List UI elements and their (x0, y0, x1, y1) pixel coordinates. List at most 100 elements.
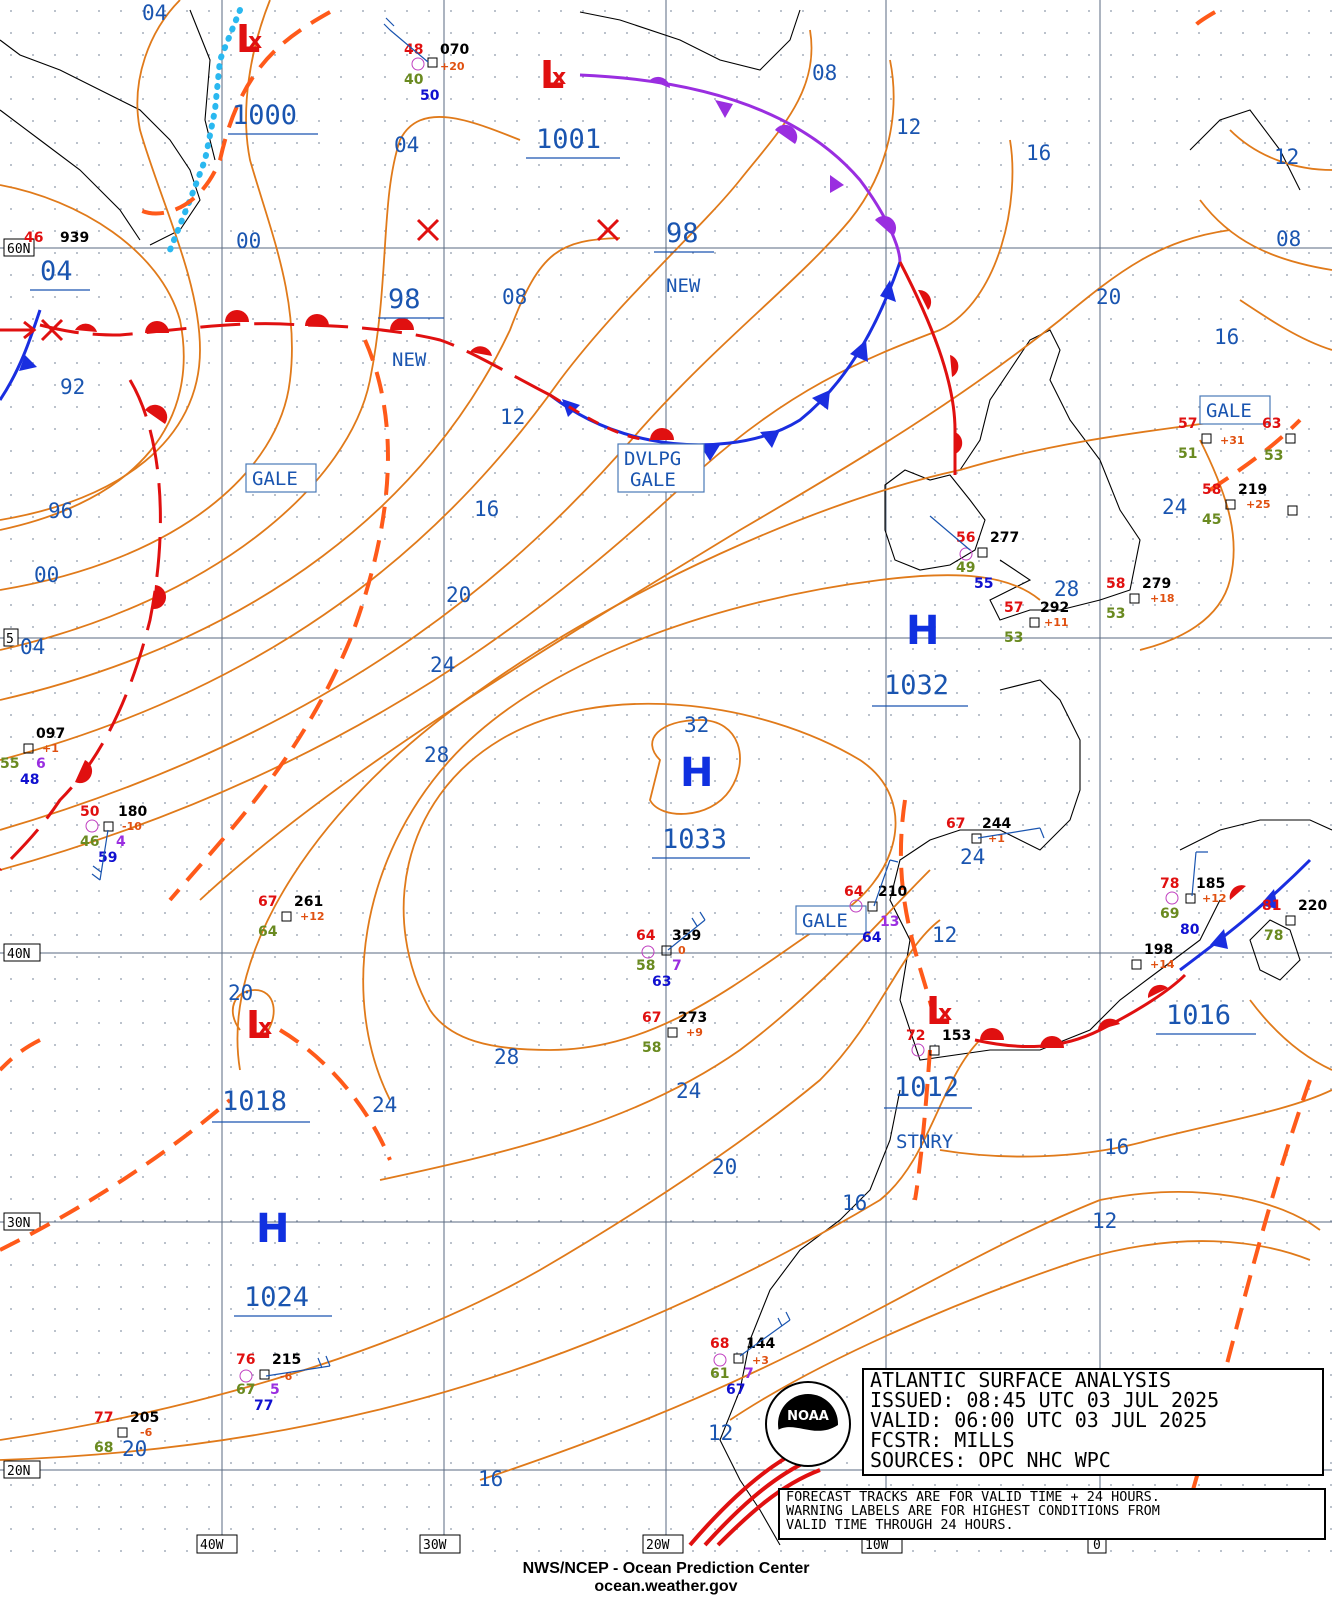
svg-text:7: 7 (744, 1366, 754, 1382)
svg-text:53: 53 (1004, 630, 1023, 646)
svg-text:-6: -6 (140, 1426, 153, 1439)
svg-text:1001: 1001 (536, 124, 601, 155)
svg-text:30N: 30N (7, 1216, 30, 1231)
station-plot: 67 244 +1 (946, 816, 1045, 845)
svg-text:53: 53 (1264, 448, 1283, 464)
svg-text:55: 55 (0, 756, 19, 772)
forecaster: FCSTR: MILLS (870, 1428, 1015, 1452)
svg-text:80: 80 (1180, 922, 1200, 938)
station-plots: 48 070 40 50 +20 46 939 097 55 6 48 +1 5… (0, 17, 1327, 1456)
svg-text:24: 24 (372, 1093, 397, 1117)
svg-text:+18: +18 (1150, 592, 1175, 605)
station-plot: 76 215 67 5 77 -6 (236, 1352, 331, 1414)
svg-text:04: 04 (40, 256, 73, 287)
svg-text:63: 63 (652, 974, 671, 990)
station-plot: 57 51 +31 (1178, 416, 1245, 462)
svg-text:45: 45 (1202, 512, 1221, 528)
station-plot: 77 205 68 -6 (94, 1410, 159, 1456)
pressure-centers: L x 1000 L x 1001 L x 1018 L x 1012 H 10… (30, 17, 1256, 1317)
svg-text:56: 56 (956, 530, 975, 546)
svg-text:+12: +12 (1202, 892, 1227, 905)
isobars (0, 0, 1332, 1481)
svg-text:x: x (258, 1015, 272, 1040)
svg-text:0: 0 (678, 944, 686, 957)
svg-text:12: 12 (708, 1421, 733, 1445)
credit-agency: NWS/NCEP - Ocean Prediction Center (522, 1560, 810, 1577)
svg-text:58: 58 (636, 958, 655, 974)
svg-text:244: 244 (982, 816, 1011, 832)
station-plot: 81 220 78 (1262, 898, 1327, 944)
svg-text:+1: +1 (42, 742, 59, 755)
svg-text:GALE: GALE (1206, 400, 1252, 422)
svg-text:40W: 40W (200, 1538, 224, 1553)
svg-text:50: 50 (420, 88, 440, 104)
svg-text:76: 76 (236, 1352, 255, 1368)
svg-text:+9: +9 (686, 1026, 703, 1039)
svg-text:144: 144 (746, 1336, 775, 1352)
svg-text:+11: +11 (1044, 616, 1069, 629)
ice-edge (167, 7, 243, 253)
warm-fronts (0, 261, 1246, 1049)
svg-text:GALE: GALE (802, 910, 848, 932)
station-plot: 58 219 45 +25 (1202, 482, 1271, 528)
svg-text:50: 50 (80, 804, 100, 820)
station-plot: 78 185 69 80 +12 (1160, 851, 1227, 938)
svg-text:20: 20 (446, 583, 471, 607)
svg-text:+31: +31 (1220, 434, 1245, 447)
svg-text:7: 7 (672, 958, 682, 974)
svg-text:5: 5 (6, 632, 14, 647)
svg-text:x: x (248, 29, 262, 54)
svg-text:16: 16 (842, 1191, 867, 1215)
svg-text:12: 12 (1274, 145, 1299, 169)
svg-text:16: 16 (478, 1467, 503, 1491)
svg-text:1016: 1016 (1166, 1000, 1231, 1031)
svg-text:16: 16 (1214, 325, 1239, 349)
svg-text:279: 279 (1142, 576, 1171, 592)
svg-text:205: 205 (130, 1410, 159, 1426)
svg-text:x: x (552, 65, 566, 90)
svg-text:GALE: GALE (630, 469, 676, 491)
svg-text:67: 67 (258, 894, 277, 910)
station-plot: 64 359 58 7 63 0 (636, 911, 706, 990)
svg-text:48: 48 (20, 772, 39, 788)
station-plot: 58 279 53 +18 (1106, 576, 1175, 622)
svg-text:32: 32 (684, 713, 709, 737)
svg-text:58: 58 (1106, 576, 1125, 592)
svg-text:08: 08 (502, 285, 527, 309)
svg-text:92: 92 (60, 375, 85, 399)
svg-text:220: 220 (1298, 898, 1327, 914)
svg-text:00: 00 (236, 229, 261, 253)
svg-text:08: 08 (1276, 227, 1301, 251)
svg-text:H: H (680, 750, 713, 796)
svg-text:DVLPG: DVLPG (624, 448, 681, 470)
svg-text:359: 359 (672, 928, 701, 944)
svg-text:64: 64 (258, 924, 278, 940)
svg-text:1033: 1033 (662, 824, 727, 855)
svg-text:292: 292 (1040, 600, 1069, 616)
occluded-front (579, 73, 902, 263)
svg-text:57: 57 (1178, 416, 1197, 432)
svg-text:215: 215 (272, 1352, 301, 1368)
svg-text:28: 28 (424, 743, 449, 767)
svg-text:77: 77 (254, 1398, 273, 1414)
svg-text:61: 61 (710, 1366, 729, 1382)
svg-text:68: 68 (710, 1336, 729, 1352)
svg-text:1012: 1012 (894, 1072, 959, 1103)
station-plot: 68 144 61 7 67 +3 (710, 1311, 791, 1398)
note-line: WARNING LABELS ARE FOR HIGHEST CONDITION… (786, 1503, 1160, 1519)
svg-text:04: 04 (142, 1, 167, 25)
svg-text:L: L (540, 53, 564, 97)
svg-text:-10: -10 (122, 820, 142, 833)
isobar-labels: 04 04 00 08 12 12 16 08 16 20 24 92 96 0… (20, 1, 1301, 1491)
svg-text:277: 277 (990, 530, 1019, 546)
svg-text:219: 219 (1238, 482, 1267, 498)
svg-text:58: 58 (1202, 482, 1221, 498)
svg-text:63: 63 (1262, 416, 1281, 432)
svg-text:097: 097 (36, 726, 65, 742)
svg-text:+12: +12 (300, 910, 325, 923)
svg-text:57: 57 (1004, 600, 1023, 616)
svg-text:24: 24 (676, 1079, 701, 1103)
svg-text:96: 96 (48, 499, 73, 523)
svg-text:H: H (906, 608, 939, 654)
